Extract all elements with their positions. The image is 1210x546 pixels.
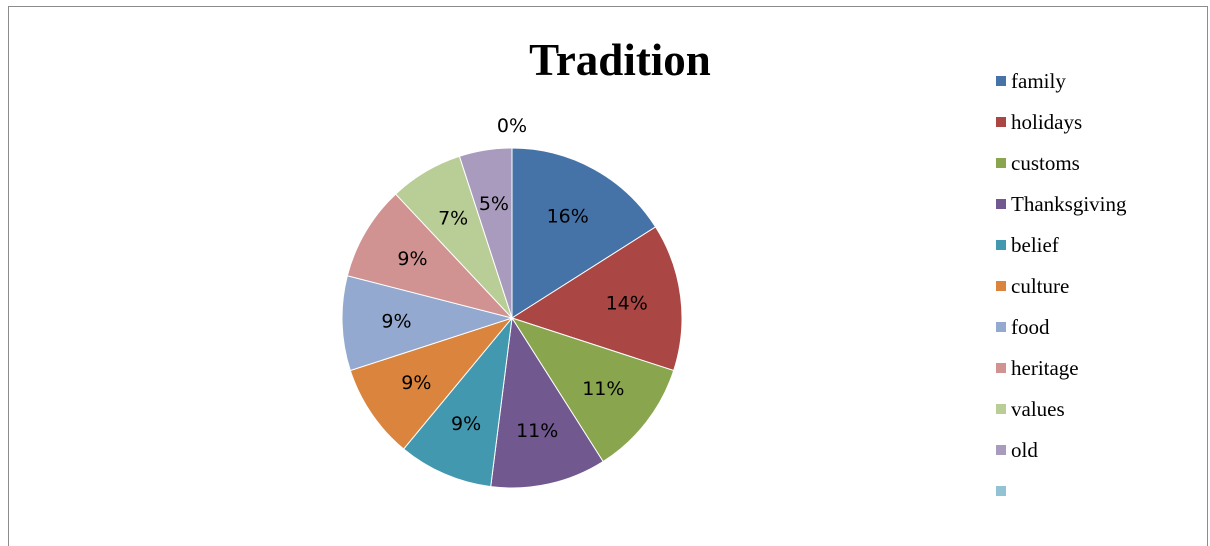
pie-slice-heritage <box>346 193 514 319</box>
data-label-food: 9% <box>381 311 411 333</box>
legend-swatch <box>996 239 1006 250</box>
data-label-holidays: 14% <box>606 293 648 315</box>
legend-label: family <box>1011 68 1066 93</box>
pie-slice-family <box>511 147 657 319</box>
legend-swatch <box>996 403 1006 414</box>
pie-slice-food <box>341 275 514 372</box>
pie-slice-Thanksgiving <box>490 316 604 489</box>
legend-item-values: values <box>996 388 1196 429</box>
pie-slice-belief <box>402 316 513 488</box>
data-label-values: 7% <box>438 207 468 229</box>
legend-label: Thanksgiving <box>1011 191 1127 216</box>
legend-label: food <box>1011 314 1050 339</box>
data-label-belief: 9% <box>451 413 481 435</box>
legend-swatch <box>996 362 1006 373</box>
legend-item-family: family <box>996 60 1196 101</box>
data-label-family: 16% <box>547 206 589 228</box>
legend-swatch <box>996 444 1006 455</box>
legend-swatch <box>996 321 1006 332</box>
data-label-unnamed: 0% <box>497 115 527 137</box>
data-label-culture: 9% <box>401 372 431 394</box>
chart-area <box>8 6 1208 546</box>
legend: family holidays customs Thanksgiving belief c… <box>996 60 1196 511</box>
legend-label: values <box>1011 396 1065 421</box>
legend-item-culture: culture <box>996 265 1196 306</box>
legend-item-belief: belief <box>996 224 1196 265</box>
legend-swatch <box>996 75 1006 86</box>
legend-item-Thanksgiving: Thanksgiving <box>996 183 1196 224</box>
data-label-old: 5% <box>479 193 509 215</box>
legend-label: culture <box>1011 273 1070 298</box>
chart-title: Tradition <box>529 35 711 85</box>
pie-slice-customs <box>510 317 675 463</box>
legend-label: belief <box>1011 232 1059 257</box>
legend-item-customs: customs <box>996 142 1196 183</box>
legend-item-heritage: heritage <box>996 347 1196 388</box>
legend-item-holidays: holidays <box>996 101 1196 142</box>
pie-slice-holidays <box>510 226 683 372</box>
legend-swatch <box>996 280 1006 291</box>
legend-item-food: food <box>996 306 1196 347</box>
legend-label: holidays <box>1011 109 1083 134</box>
pie-slice-culture <box>349 316 514 450</box>
legend-label: heritage <box>1011 355 1079 380</box>
legend-swatch <box>996 157 1006 168</box>
legend-item-old: old <box>996 429 1196 470</box>
legend-label: customs <box>1011 150 1080 175</box>
legend-item-unnamed <box>996 470 1196 511</box>
data-label-heritage: 9% <box>397 248 427 270</box>
legend-swatch <box>996 198 1006 209</box>
legend-label: old <box>1011 437 1038 462</box>
data-label-customs: 11% <box>582 378 624 400</box>
pie-slice-old <box>458 147 513 319</box>
data-label-Thanksgiving: 11% <box>516 420 558 442</box>
legend-swatch <box>996 116 1006 127</box>
legend-swatch <box>996 485 1006 496</box>
